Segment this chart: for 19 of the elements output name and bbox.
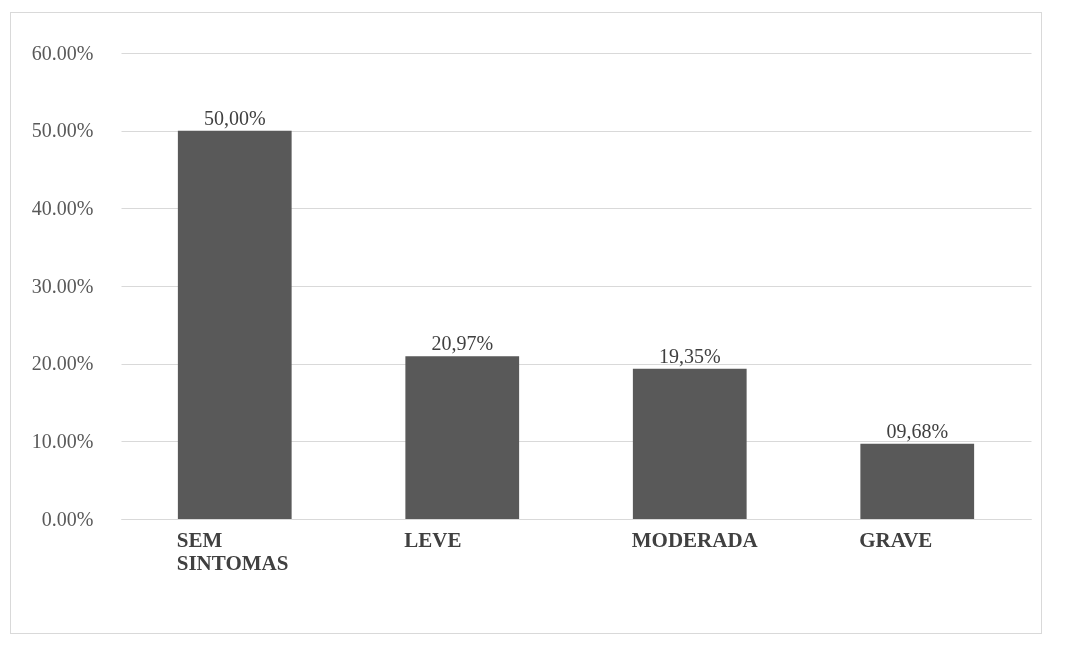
bar xyxy=(860,443,975,519)
bar xyxy=(177,130,292,519)
x-tick-label: LEVE xyxy=(404,527,462,552)
y-tick-label: 50.00% xyxy=(31,119,94,142)
data-label: 19,35% xyxy=(658,344,721,367)
y-tick-label: 0.00% xyxy=(41,507,94,530)
y-tick-label: 20.00% xyxy=(31,352,94,375)
y-tick-label: 40.00% xyxy=(31,196,94,219)
y-tick-label: 60.00% xyxy=(31,41,94,64)
data-label: 50,00% xyxy=(203,106,266,129)
x-tick-label: GRAVE xyxy=(859,527,933,552)
data-label: 09,68% xyxy=(886,419,949,442)
y-tick-label: 30.00% xyxy=(31,274,94,297)
bar xyxy=(405,356,520,519)
x-tick-label: MODERADA xyxy=(631,527,759,552)
bar xyxy=(632,368,747,519)
y-tick-label: 10.00% xyxy=(31,429,94,452)
x-tick-label: SEM SINTOMAS xyxy=(176,527,289,575)
data-label: 20,97% xyxy=(431,332,494,355)
